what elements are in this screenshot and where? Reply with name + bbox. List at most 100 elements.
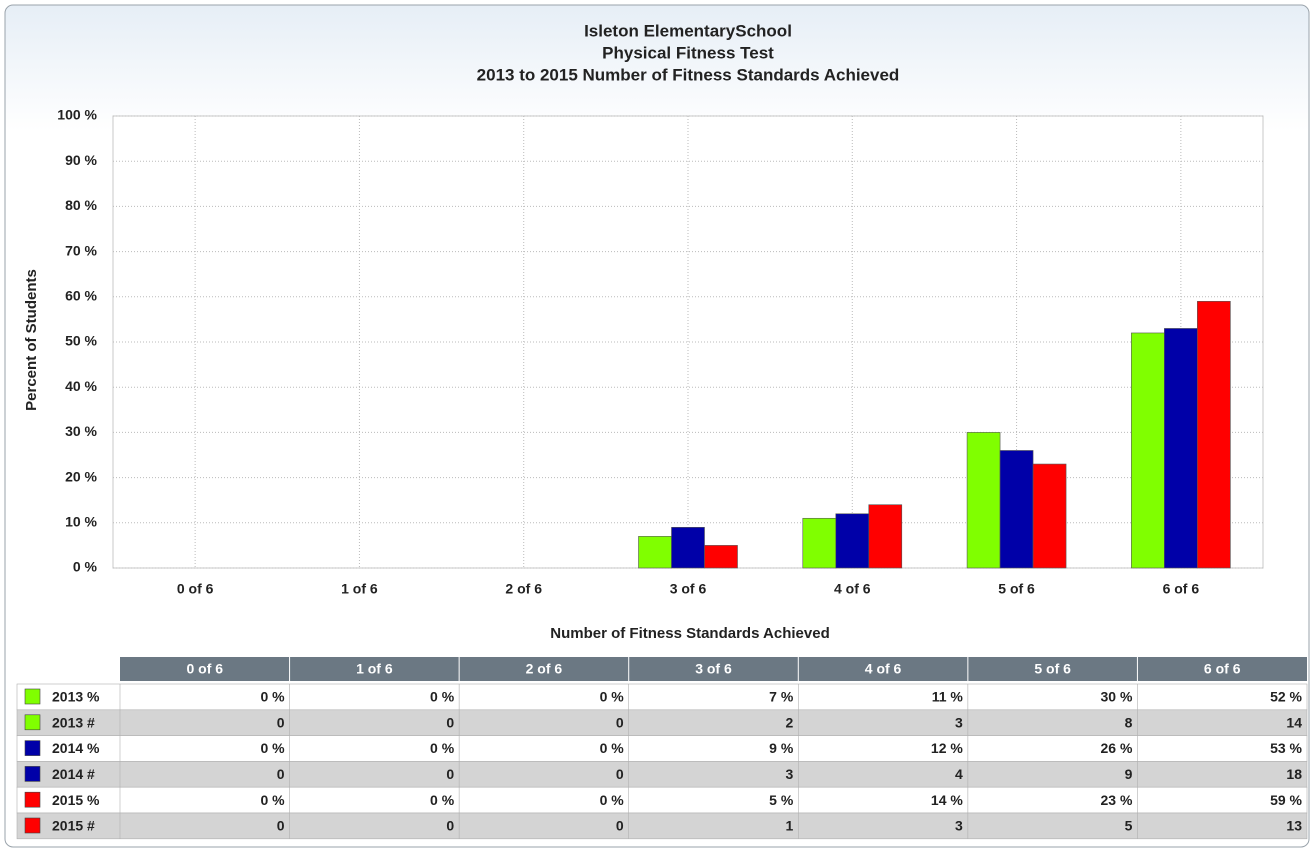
table-cell: 9 % bbox=[769, 740, 794, 756]
legend-swatch bbox=[24, 791, 41, 808]
table-row-bg bbox=[16, 761, 1308, 788]
table-cell: 3 bbox=[785, 766, 793, 782]
table-cell: 26 % bbox=[1101, 740, 1133, 756]
bar bbox=[835, 513, 870, 569]
table-cell: 1 bbox=[785, 818, 793, 834]
x-tick-label: 0 of 6 bbox=[177, 581, 214, 597]
table-cell: 0 bbox=[446, 766, 454, 782]
table-cell: 0 bbox=[446, 714, 454, 730]
table-header: 6 of 6 bbox=[1204, 661, 1241, 677]
table-row-bg bbox=[16, 735, 1308, 762]
table-cell: 0 bbox=[277, 766, 285, 782]
chart-title: Physical Fitness Test bbox=[602, 43, 774, 62]
bar bbox=[704, 545, 738, 569]
bar bbox=[802, 517, 837, 569]
table-cell: 8 bbox=[1125, 714, 1133, 730]
bar bbox=[1131, 332, 1165, 569]
x-tick-label: 5 of 6 bbox=[998, 581, 1035, 597]
y-tick-label: 30 % bbox=[65, 423, 97, 439]
table-row-bg bbox=[16, 683, 1308, 711]
table-cell: 0 % bbox=[430, 689, 455, 705]
table-cell: 0 % bbox=[260, 792, 285, 808]
y-tick-label: 0 % bbox=[73, 559, 98, 575]
table-cell: 0 % bbox=[600, 792, 625, 808]
table-cell: 12 % bbox=[931, 740, 963, 756]
table-header: 1 of 6 bbox=[356, 661, 393, 677]
table-cell: 9 bbox=[1125, 766, 1133, 782]
bar bbox=[868, 504, 903, 569]
table-cell: 14 % bbox=[931, 792, 963, 808]
table-row-bg bbox=[16, 786, 1308, 814]
table-header: 5 of 6 bbox=[1034, 661, 1071, 677]
table-cell: 0 bbox=[277, 818, 285, 834]
table-header: 4 of 6 bbox=[865, 661, 902, 677]
bar bbox=[1197, 301, 1231, 569]
row-label: 2014 # bbox=[52, 766, 95, 782]
legend-swatch bbox=[24, 688, 41, 705]
row-label: 2014 % bbox=[52, 740, 100, 756]
x-tick-label: 3 of 6 bbox=[670, 581, 707, 597]
table-cell: 11 % bbox=[932, 689, 964, 705]
bar bbox=[966, 432, 1001, 569]
y-tick-label: 50 % bbox=[65, 333, 97, 349]
table-cell: 0 % bbox=[600, 740, 625, 756]
table-header: 2 of 6 bbox=[526, 661, 563, 677]
table-row-bg bbox=[16, 709, 1308, 736]
chart-title: Isleton ElementarySchool bbox=[584, 21, 792, 40]
legend-swatch bbox=[24, 740, 41, 756]
bar bbox=[1164, 328, 1198, 569]
table-cell: 2 bbox=[785, 714, 793, 730]
legend-swatch bbox=[24, 766, 41, 782]
table-cell: 23 % bbox=[1101, 792, 1133, 808]
table-header: 0 of 6 bbox=[186, 661, 223, 677]
table-cell: 7 % bbox=[769, 689, 794, 705]
y-tick-label: 100 % bbox=[57, 107, 97, 123]
chart-title: 2013 to 2015 Number of Fitness Standards… bbox=[477, 65, 900, 84]
y-tick-label: 90 % bbox=[65, 152, 97, 168]
table-cell: 0 % bbox=[600, 689, 625, 705]
legend-swatch bbox=[24, 817, 41, 834]
y-tick-label: 70 % bbox=[65, 242, 97, 258]
y-tick-label: 60 % bbox=[65, 288, 97, 304]
table-cell: 52 % bbox=[1270, 689, 1302, 705]
table-cell: 0 bbox=[616, 818, 624, 834]
table-cell: 3 bbox=[955, 714, 963, 730]
legend-swatch bbox=[24, 714, 41, 731]
bar bbox=[1032, 463, 1067, 569]
table-cell: 3 bbox=[955, 818, 963, 834]
table-cell: 0 % bbox=[430, 740, 455, 756]
table-header: 3 of 6 bbox=[695, 661, 732, 677]
table-cell: 53 % bbox=[1270, 740, 1302, 756]
x-axis-label: Number of Fitness Standards Achieved bbox=[550, 625, 830, 642]
x-tick-label: 2 of 6 bbox=[505, 581, 542, 597]
table-cell: 5 % bbox=[769, 792, 794, 808]
table-cell: 13 bbox=[1286, 818, 1302, 834]
table-row-bg bbox=[16, 812, 1308, 840]
y-tick-label: 80 % bbox=[65, 197, 97, 213]
x-tick-label: 6 of 6 bbox=[1163, 581, 1200, 597]
bar bbox=[638, 536, 672, 569]
table-cell: 14 bbox=[1286, 714, 1302, 730]
table-cell: 0 bbox=[277, 714, 285, 730]
bar bbox=[999, 450, 1034, 569]
y-tick-label: 10 % bbox=[65, 514, 97, 530]
table-cell: 59 % bbox=[1270, 792, 1302, 808]
y-axis-label: Percent of Students bbox=[23, 269, 40, 411]
table-header-bg bbox=[120, 657, 1307, 681]
table-cell: 0 bbox=[446, 818, 454, 834]
table-cell: 30 % bbox=[1101, 689, 1133, 705]
row-label: 2015 # bbox=[52, 818, 95, 834]
table-cell: 0 % bbox=[430, 792, 455, 808]
row-label: 2015 % bbox=[52, 792, 100, 808]
table-cell: 0 % bbox=[260, 689, 285, 705]
y-tick-label: 40 % bbox=[65, 378, 97, 394]
bar bbox=[671, 527, 705, 569]
table-cell: 0 bbox=[616, 766, 624, 782]
table-cell: 18 bbox=[1286, 766, 1302, 782]
x-tick-label: 1 of 6 bbox=[341, 581, 378, 597]
x-tick-label: 4 of 6 bbox=[834, 581, 871, 597]
y-tick-label: 20 % bbox=[65, 468, 97, 484]
row-label: 2013 % bbox=[52, 689, 100, 705]
table-cell: 0 bbox=[616, 714, 624, 730]
